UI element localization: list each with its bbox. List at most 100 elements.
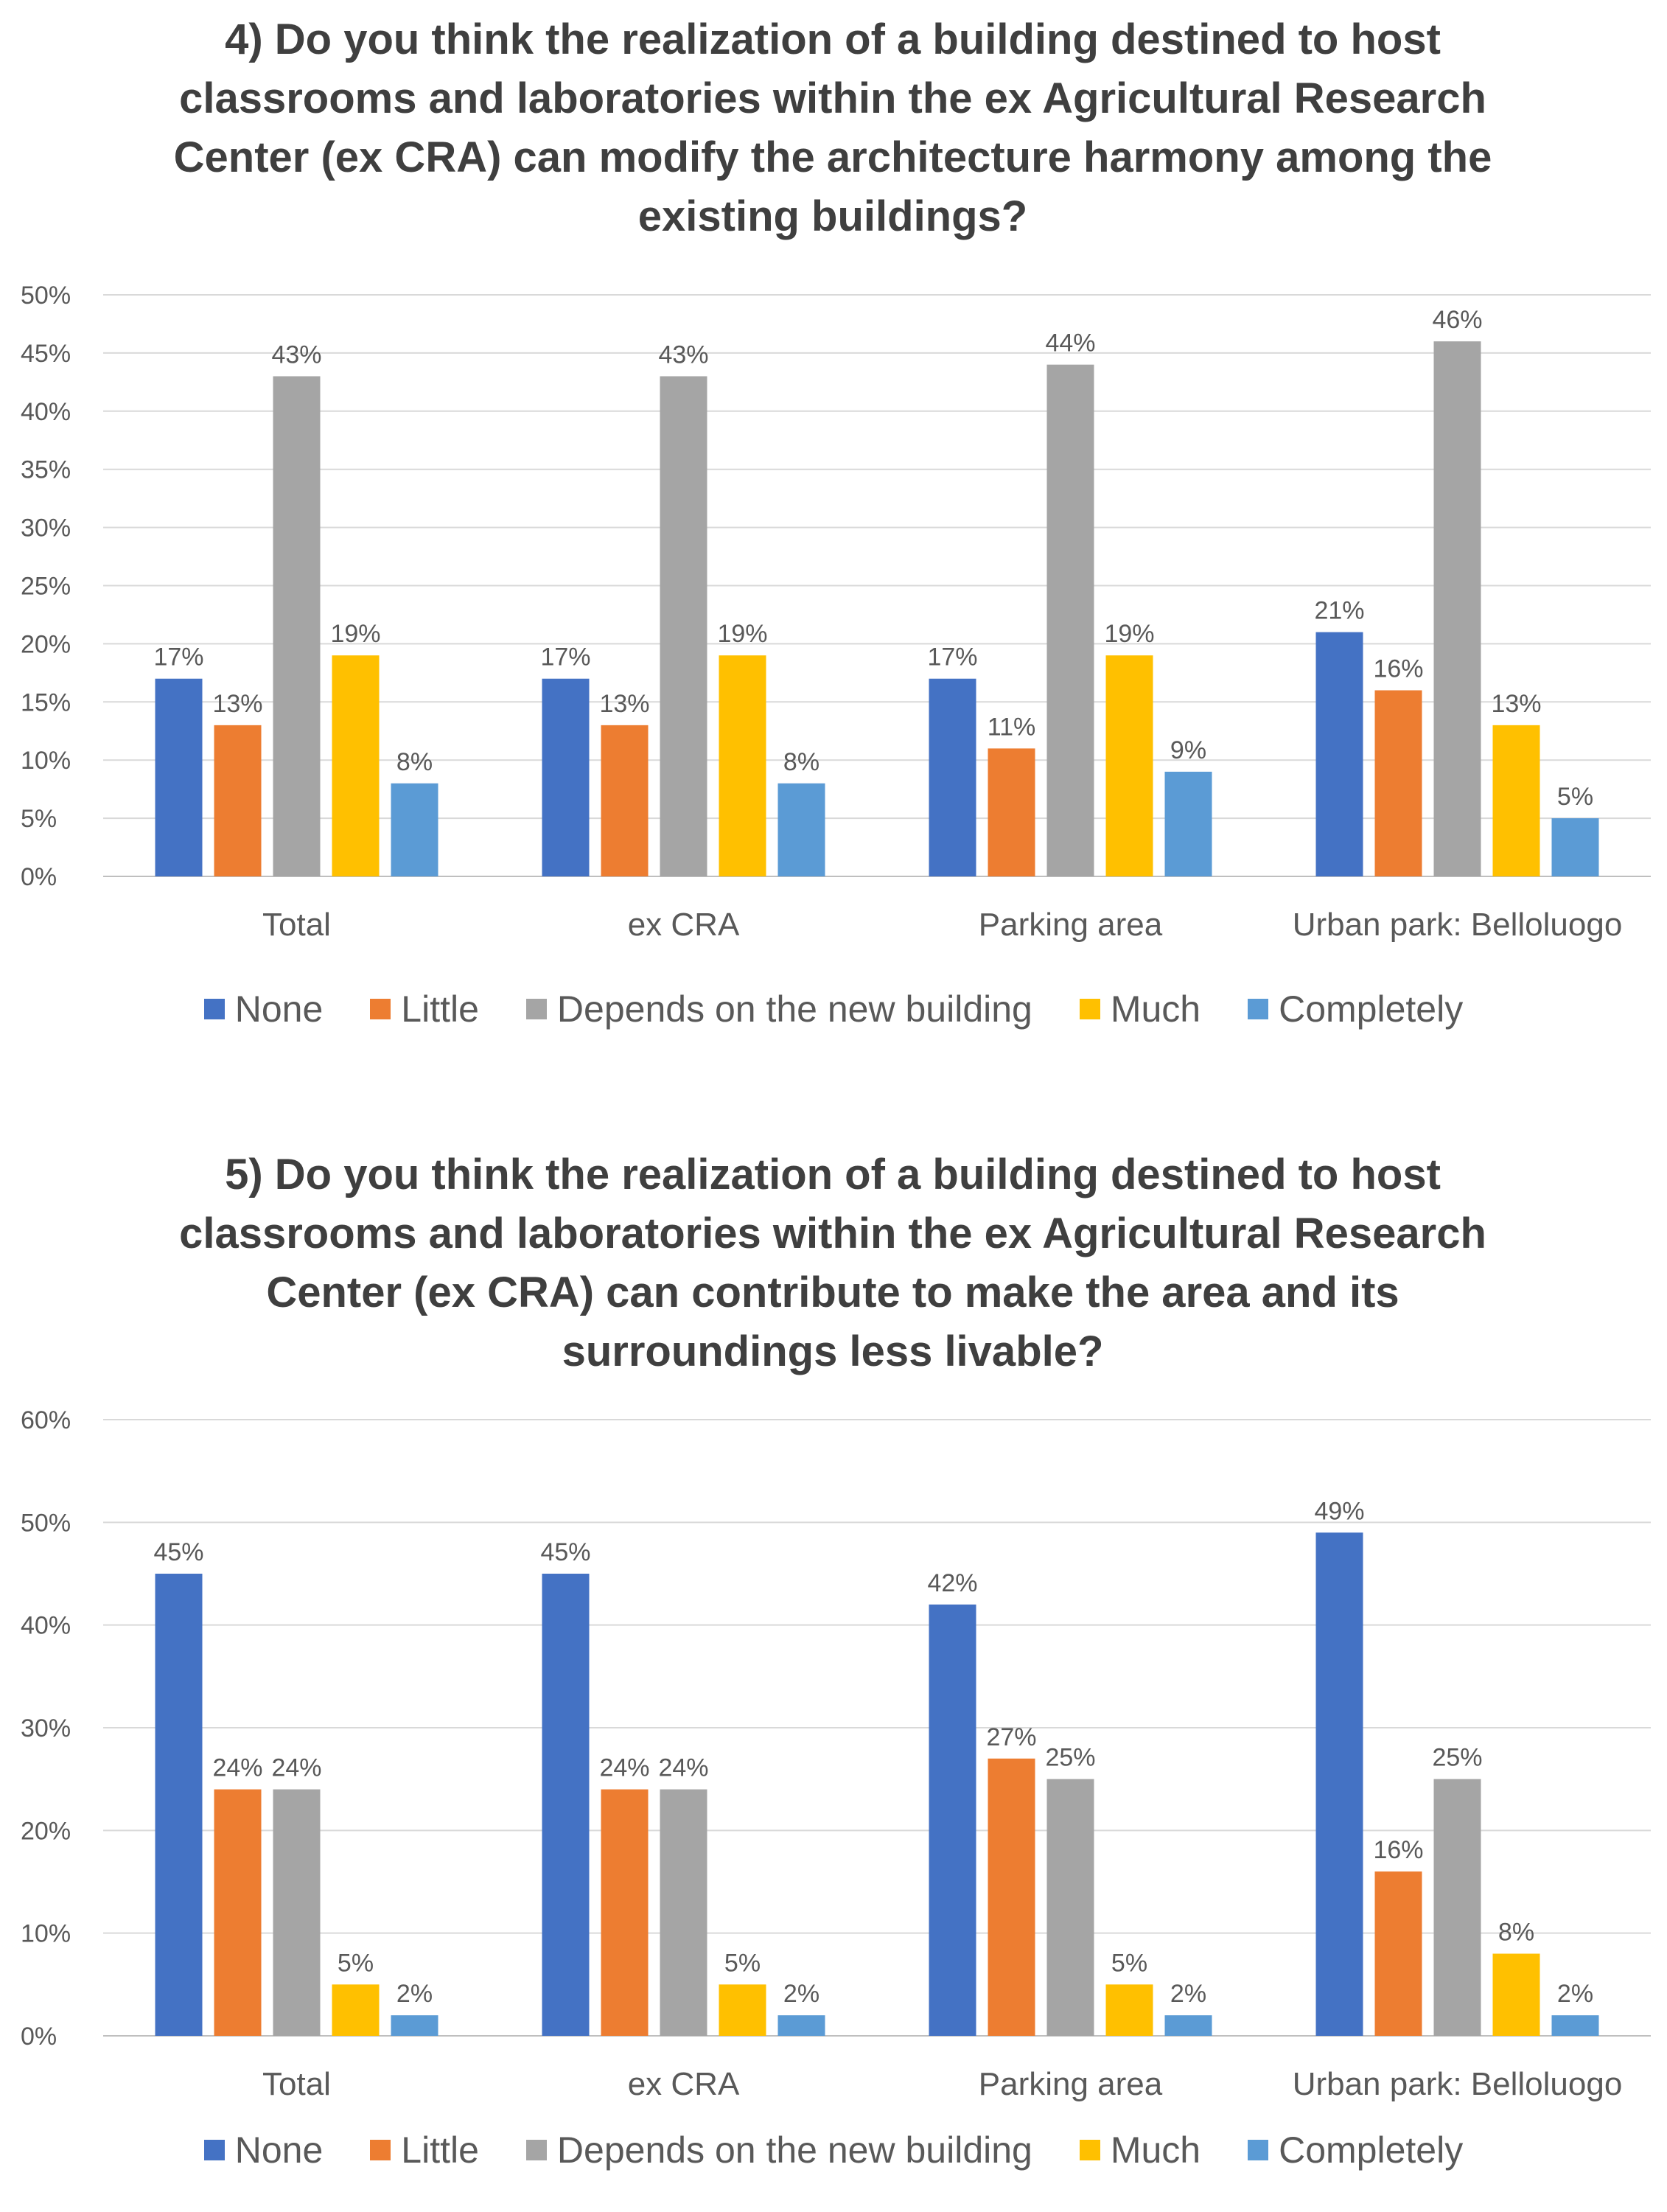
data-label: 2% [396,1980,433,2008]
data-label: 8% [396,748,433,776]
legend-swatch-depends [525,999,547,1019]
legend-swatch-much [1079,999,1100,1019]
legend-item-much: Much [1079,988,1201,1030]
data-label: 2% [1557,1980,1593,2008]
bar [542,678,590,876]
legend-label: Depends on the new building [556,988,1032,1030]
category-label: Urban park: Belloluogo [1293,2066,1623,2102]
category-label: Parking area [979,907,1163,943]
bar [601,1789,649,2036]
data-label: 13% [1491,690,1541,718]
data-label: 44% [1045,329,1095,357]
legend-swatch-depends [525,2140,547,2160]
y-tick-label: 30% [21,1714,71,1742]
data-label: 19% [330,620,380,648]
data-label: 45% [153,1538,203,1566]
legend-swatch-little [370,2140,391,2160]
category-label: Urban park: Belloluogo [1293,907,1623,943]
y-tick-label: 30% [21,514,71,542]
data-label: 17% [153,643,203,671]
bar [1551,818,1599,876]
y-tick-label: 50% [21,282,71,310]
data-label: 9% [1170,736,1206,764]
bar [660,376,707,877]
data-label: 16% [1373,1836,1423,1864]
bar [1315,632,1363,876]
bar [1105,655,1153,876]
bar [1164,771,1212,876]
legend-swatch-none [203,2140,225,2160]
chart-title-line: classrooms and laboratories within the e… [179,74,1486,122]
bar [988,1758,1035,2036]
bar [1046,364,1094,876]
bar [777,2015,825,2036]
data-label: 5% [338,1949,374,1977]
bar [1433,341,1481,876]
y-tick-label: 20% [21,630,71,658]
data-label: 13% [212,690,262,718]
legend-label: Little [401,988,479,1030]
bar [332,1984,380,2036]
y-tick-label: 35% [21,456,71,484]
data-label: 5% [724,1949,761,1977]
data-label: 2% [783,1980,819,2008]
chart-title-line: classrooms and laboratories within the e… [179,1210,1486,1257]
bar [660,1789,707,2036]
data-label: 13% [599,690,649,718]
bar [273,376,321,877]
chart-title-line: Center (ex CRA) can contribute to make t… [266,1269,1399,1316]
legend-label: Completely [1279,2129,1464,2171]
bar [719,1984,766,2036]
bar [214,725,262,876]
legend-label: None [234,2129,324,2171]
data-label: 25% [1432,1744,1482,1772]
legend-label: Little [401,2129,479,2171]
bar [1315,1532,1363,2036]
chart-title-line: existing buildings? [637,192,1028,240]
data-label: 19% [1104,620,1154,648]
bar [1105,1984,1153,2036]
chart-architecture-harmony: 4) Do you think the realization of a bui… [0,0,1667,1084]
bar-plot: 0% 10% 20% 30% 40% 50% 60% 45% 24% 24% 5% 2% Total 45… [21,1406,1651,2102]
legend-swatch-none [203,999,225,1019]
category-label: Total [262,907,331,943]
legend-swatch-completely [1248,999,1269,1019]
bar [719,655,766,876]
category-label: ex CRA [628,907,740,943]
chart-title: 4) Do you think the realization of a bui… [111,10,1555,246]
data-label: 8% [1498,1919,1534,1947]
legend-item-little: Little [370,988,479,1030]
bar [1433,1779,1481,2036]
data-label: 27% [986,1723,1036,1751]
bar [988,748,1035,876]
data-label: 11% [988,713,1036,741]
y-tick-label: 20% [21,1817,71,1845]
bar [777,783,825,876]
legend-label: None [234,988,324,1030]
data-label: 43% [271,341,321,369]
data-label: 5% [1557,783,1593,811]
data-label: 21% [1314,597,1364,625]
data-label: 16% [1373,655,1423,683]
legend: None Little Depends on the new building … [0,2129,1667,2171]
legend-item-much: Much [1079,2129,1201,2171]
legend-label: Depends on the new building [556,2129,1032,2171]
data-label: 45% [540,1538,590,1566]
bar [155,678,203,876]
data-label: 19% [717,620,767,648]
category-label: Parking area [979,2066,1163,2102]
y-tick-label: 15% [21,688,71,716]
chart-title: 5) Do you think the realization of a bui… [111,1145,1555,1381]
legend-item-completely: Completely [1248,988,1463,1030]
category-label: Total [262,2066,331,2102]
data-label: 17% [540,643,590,671]
bar [929,1604,976,2036]
legend-swatch-much [1079,2140,1100,2160]
legend-item-none: None [203,2129,324,2171]
bar [332,655,380,876]
bar [1492,1953,1540,2036]
data-label: 24% [599,1754,649,1782]
legend-item-depends: Depends on the new building [525,2129,1032,2171]
bar [214,1789,262,2036]
legend-item-depends: Depends on the new building [525,988,1032,1030]
